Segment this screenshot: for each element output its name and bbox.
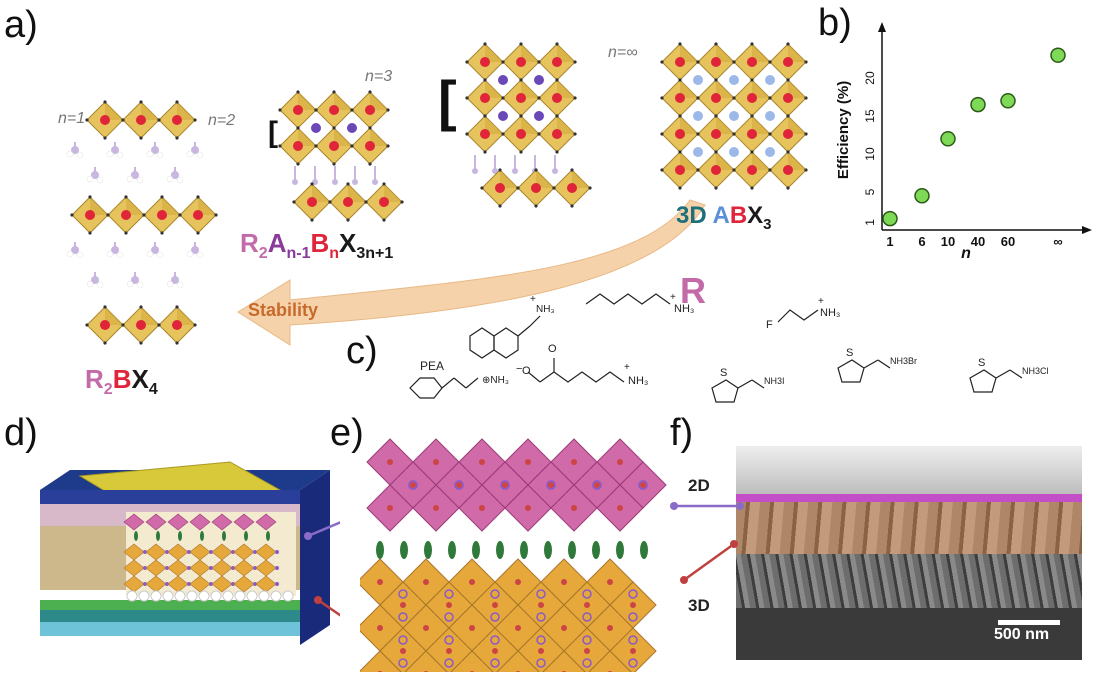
svg-text:F: F bbox=[766, 319, 773, 331]
layer-teal bbox=[40, 610, 300, 622]
svg-text:NH3Cl: NH3Cl bbox=[1022, 366, 1049, 376]
svg-text:NH3Br: NH3Br bbox=[890, 356, 917, 366]
x-tick-label: 1 bbox=[886, 234, 893, 249]
layer-glass bbox=[40, 622, 300, 636]
data-point bbox=[1050, 47, 1066, 63]
svg-text:[: [ bbox=[438, 69, 457, 132]
svg-text:+: + bbox=[818, 296, 824, 307]
connector-3d bbox=[317, 598, 340, 617]
n3-structure: [ bbox=[438, 41, 593, 209]
n1-label: n=1 bbox=[58, 110, 86, 127]
panel-label-b: b) bbox=[818, 2, 852, 44]
y-tick-label: 15 bbox=[863, 109, 877, 123]
stability-arrow bbox=[237, 199, 706, 346]
panel-label-f: f) bbox=[670, 412, 694, 454]
y-tick-label: 5 bbox=[863, 188, 877, 195]
stability-label: Stability bbox=[248, 300, 319, 320]
r-group-molecules: PEA ⊕NH₃ NH₃ + + NH₃ F + NH₃ O − O + NH₃… bbox=[409, 292, 1049, 403]
y-tick-label: 20 bbox=[863, 71, 877, 85]
svg-text:+: + bbox=[670, 292, 676, 303]
r-group-title: R bbox=[680, 270, 706, 311]
panel-label-e: e) bbox=[330, 412, 364, 454]
x-tick-label: 60 bbox=[1001, 234, 1015, 249]
heterostructure bbox=[360, 438, 667, 672]
device-stack bbox=[40, 461, 340, 645]
x-tick-labels: 1 6 10 40 60 ∞ bbox=[886, 234, 1062, 249]
data-points bbox=[882, 47, 1066, 227]
svg-text:NH₃: NH₃ bbox=[536, 304, 555, 315]
etl-dots bbox=[126, 590, 294, 602]
data-point bbox=[914, 188, 930, 204]
sem-2d-layer bbox=[736, 494, 1082, 502]
y-axis-label: Efficiency (%) bbox=[835, 81, 852, 179]
n2-structure: [ bbox=[268, 89, 405, 223]
data-point bbox=[882, 210, 898, 227]
fluoroethyl-molecule bbox=[777, 309, 819, 323]
panel-a-structures: [ [ bbox=[66, 41, 809, 346]
panel-label-c: c) bbox=[346, 330, 378, 372]
2d-formula: R2BX4 bbox=[85, 364, 158, 399]
svg-text:O: O bbox=[522, 365, 531, 377]
thiophene-nh3cl-molecule bbox=[969, 369, 1023, 393]
label-2d: 2D bbox=[688, 476, 710, 495]
n1-structure bbox=[66, 99, 219, 346]
svg-text:−: − bbox=[516, 363, 522, 375]
naphthalene-molecule bbox=[469, 315, 541, 359]
y-axis-arrow bbox=[878, 22, 886, 32]
chart-axes bbox=[878, 22, 1092, 234]
n2-label: n=2 bbox=[208, 112, 236, 129]
sem-bottom bbox=[736, 608, 1082, 660]
x-tick-label: 10 bbox=[941, 234, 955, 249]
data-point bbox=[970, 96, 986, 113]
svg-text:[: [ bbox=[268, 116, 278, 149]
pea-molecule bbox=[409, 377, 479, 399]
pea-label: PEA bbox=[420, 359, 444, 373]
svg-text:+: + bbox=[624, 362, 630, 373]
x-axis-label: n bbox=[961, 245, 971, 260]
sem-3d-layer bbox=[736, 502, 1082, 554]
hexyl-molecule bbox=[585, 293, 671, 305]
panel-label-d: d) bbox=[4, 412, 38, 454]
y-tick-label: 10 bbox=[863, 147, 877, 161]
svg-text:+: + bbox=[530, 294, 536, 305]
svg-text:NH₃: NH₃ bbox=[674, 303, 694, 315]
x-tick-label: ∞ bbox=[1053, 234, 1062, 249]
svg-text:NH3I: NH3I bbox=[764, 376, 785, 386]
thiophene-nh3i-molecule bbox=[711, 379, 765, 403]
sem-top-layer bbox=[736, 446, 1082, 494]
panel-label-a: a) bbox=[4, 4, 38, 46]
x-tick-label: 6 bbox=[918, 234, 925, 249]
n3-label: n=3 bbox=[365, 68, 393, 85]
svg-text:⊕NH₃: ⊕NH₃ bbox=[482, 375, 509, 386]
label-3d: 3D bbox=[688, 596, 710, 615]
svg-text:S: S bbox=[978, 357, 985, 369]
x-axis-arrow bbox=[1082, 226, 1092, 234]
ninf-label: n=∞ bbox=[608, 44, 638, 61]
data-point bbox=[940, 131, 956, 147]
sem-substrate bbox=[736, 554, 1082, 608]
svg-text:S: S bbox=[846, 347, 853, 359]
scale-bar bbox=[998, 620, 1060, 625]
rp-formula: R2An-1BnX3n+1 bbox=[240, 228, 394, 263]
svg-text:O: O bbox=[548, 343, 557, 355]
x-tick-label: 40 bbox=[971, 234, 985, 249]
f-connectors bbox=[670, 502, 744, 584]
side-face bbox=[300, 470, 330, 645]
scale-bar-label: 500 nm bbox=[994, 626, 1050, 643]
svg-text:NH₃: NH₃ bbox=[820, 307, 840, 319]
3d-structure bbox=[659, 41, 809, 191]
sem-image: 500 nm bbox=[736, 446, 1082, 660]
layer-htl bbox=[40, 490, 300, 504]
svg-text:NH₃: NH₃ bbox=[628, 375, 648, 387]
y-tick-label: 1 bbox=[863, 219, 877, 226]
connector-2d bbox=[307, 521, 340, 538]
3d-formula: 3D ABX3 bbox=[676, 202, 772, 233]
svg-text:S: S bbox=[720, 367, 727, 379]
layer-green bbox=[40, 600, 300, 610]
aminohexanoate-molecule bbox=[527, 358, 625, 383]
data-point bbox=[1000, 93, 1016, 109]
thiophene-nh3br-molecule bbox=[837, 359, 891, 383]
